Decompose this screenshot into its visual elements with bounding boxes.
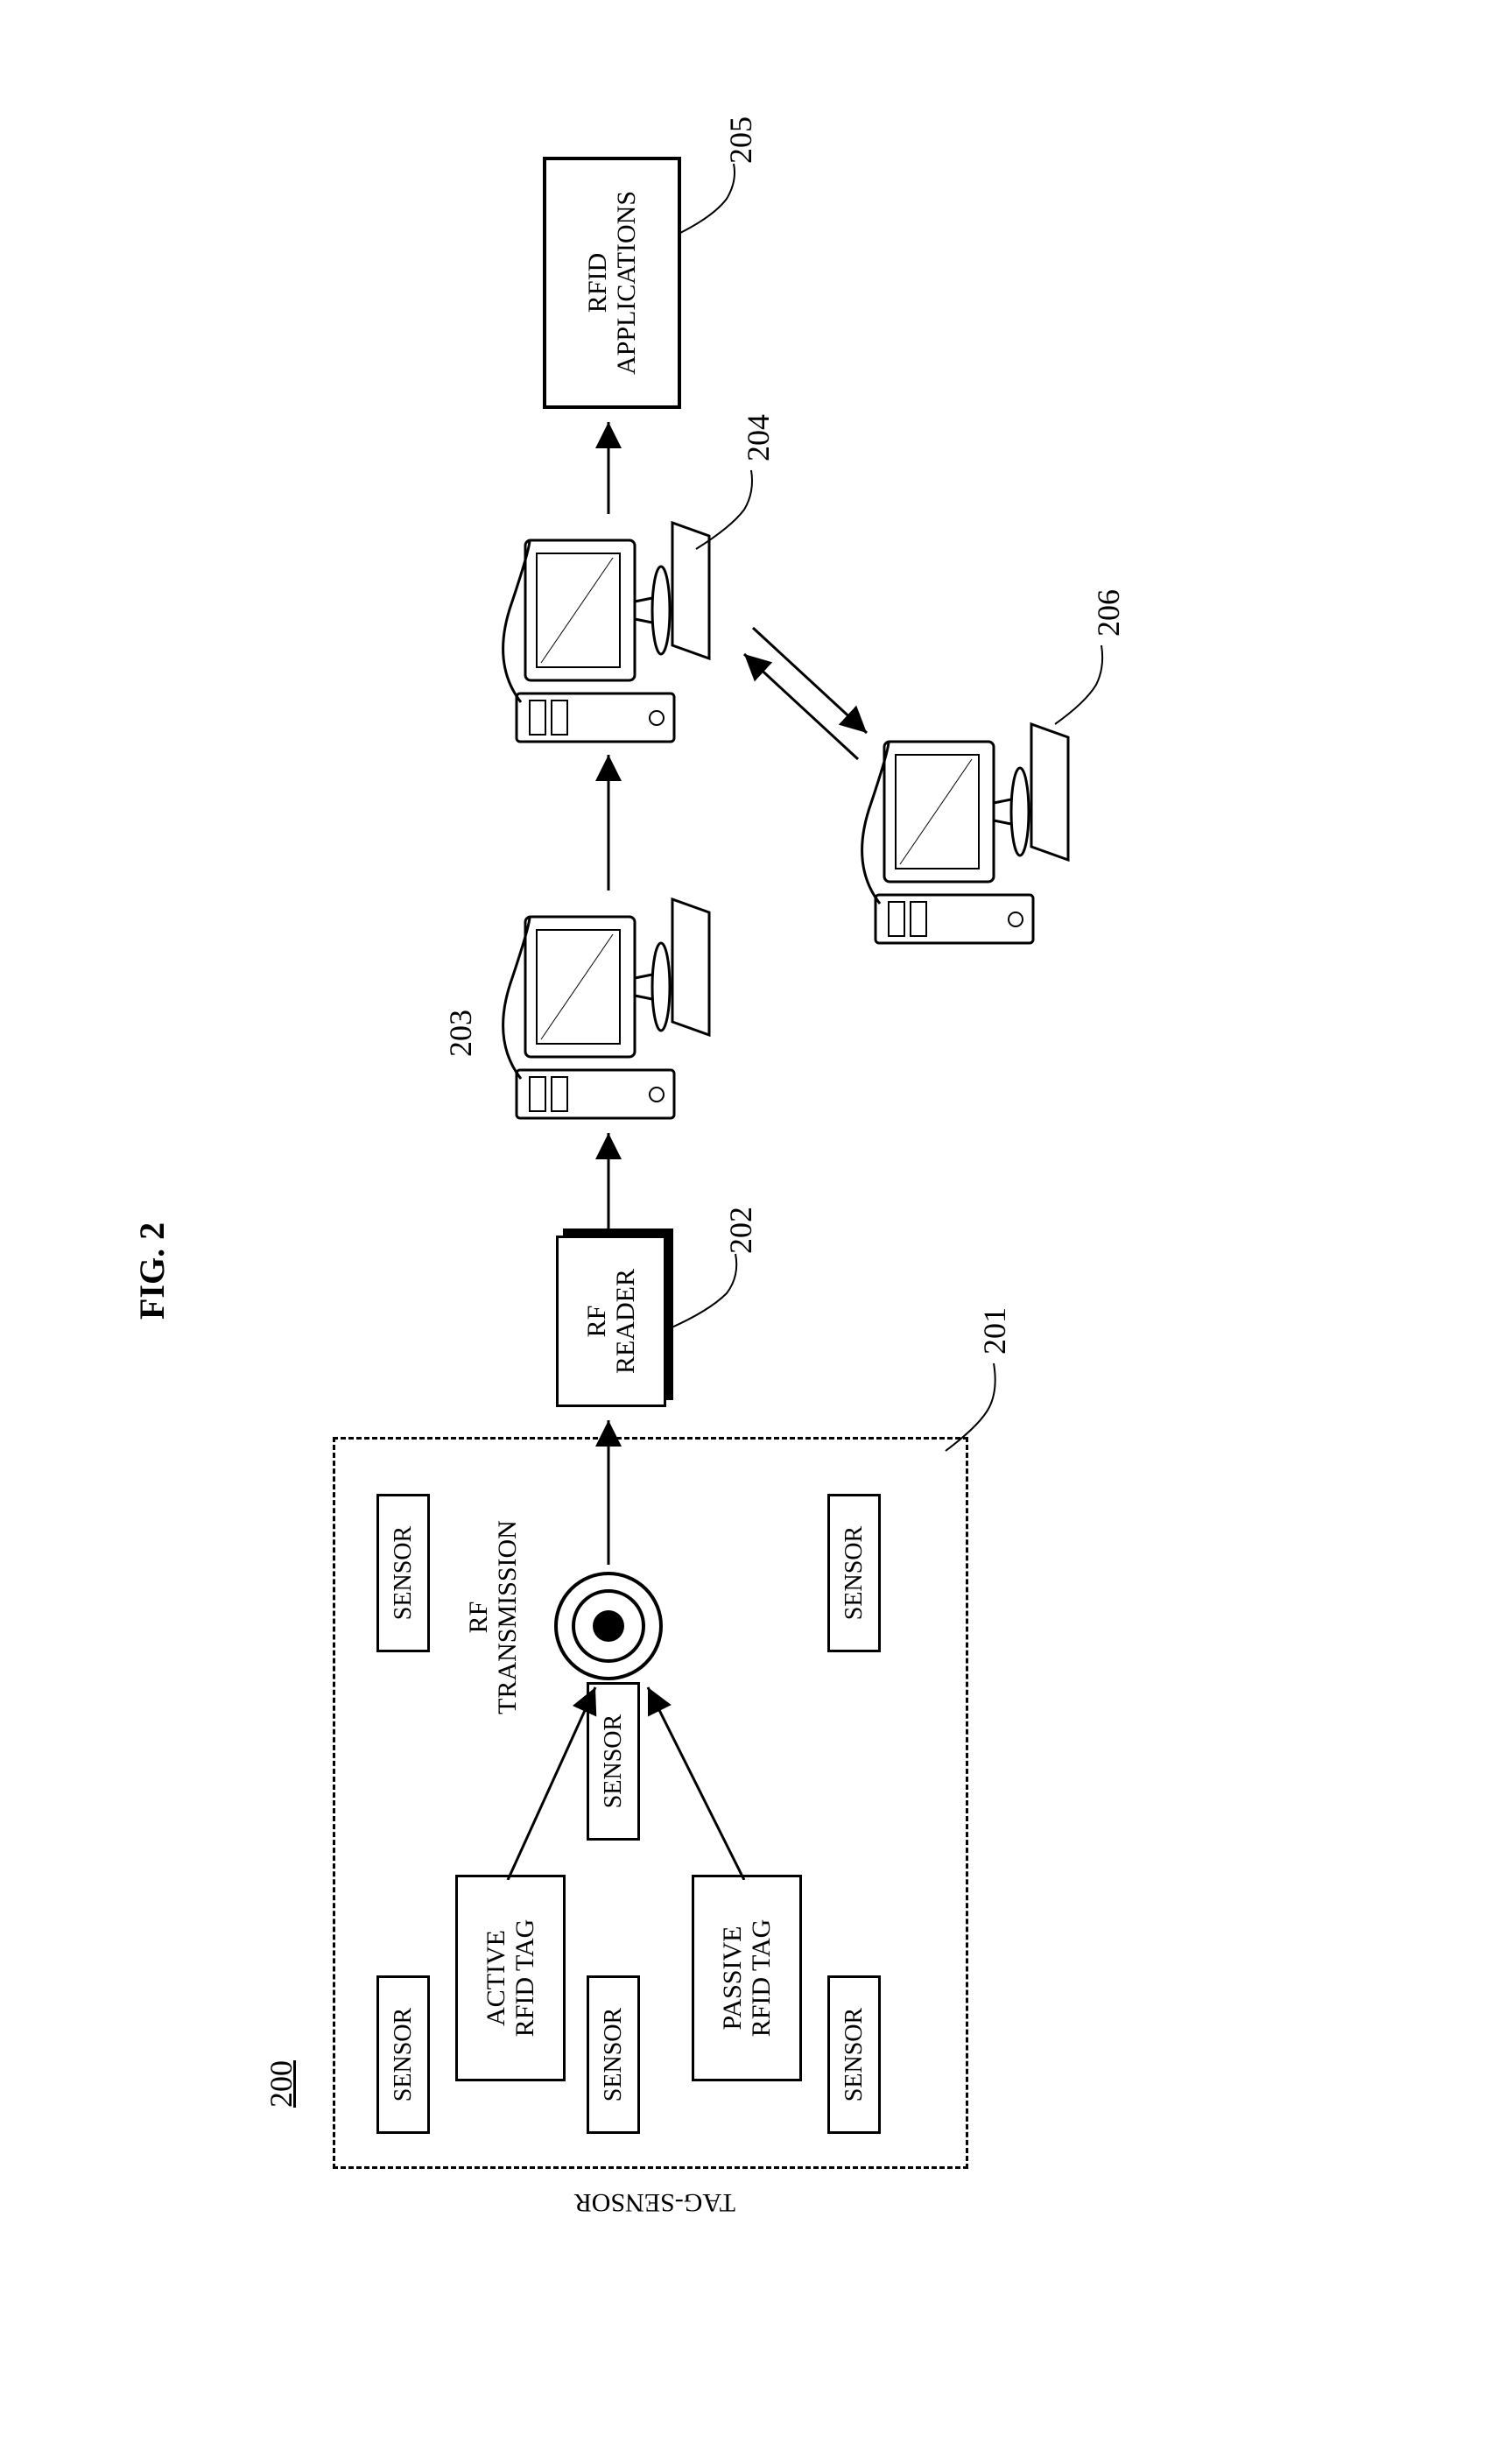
rfid-applications-box: RFID APPLICATIONS xyxy=(543,157,681,409)
passive-rfid-tag-box: PASSIVE RFID TAG xyxy=(692,1875,802,2081)
active-rfid-tag-box: ACTIVE RFID TAG xyxy=(455,1875,566,2081)
sensor-box-top-left: SENSOR xyxy=(376,1975,430,2134)
arrow-reader-to-pc1 xyxy=(595,1120,622,1234)
figure-stage: FIG. 2 200 TAG-SENSOR SENSOR ACTIVE RFID… xyxy=(0,0,1498,2464)
rf-reader-box: RF READER xyxy=(556,1236,666,1407)
rf-antenna-icon xyxy=(547,1565,670,1687)
arrow-passive-to-rf xyxy=(639,1670,753,1880)
leader-206 xyxy=(1051,637,1121,733)
ref-200: 200 xyxy=(263,2060,299,2108)
ref-205: 205 xyxy=(722,116,759,164)
ref-202: 202 xyxy=(722,1207,759,1254)
computer-203-icon xyxy=(482,882,727,1127)
arrow-active-to-rf xyxy=(499,1670,613,1880)
ref-204: 204 xyxy=(740,414,777,461)
arrow-pc1-to-pc2 xyxy=(595,742,622,891)
sensor-box-bottom-left: SENSOR xyxy=(587,1975,640,2134)
leader-204 xyxy=(692,461,770,558)
tag-sensor-label: TAG-SENSOR xyxy=(574,2187,735,2217)
leader-205 xyxy=(674,155,753,243)
arrow-rf-to-reader xyxy=(595,1407,622,1565)
leader-202 xyxy=(665,1250,753,1337)
figure-title: FIG. 2 xyxy=(131,1222,172,1320)
ref-206: 206 xyxy=(1090,589,1127,637)
leader-201 xyxy=(937,1355,1016,1460)
ref-203: 203 xyxy=(442,1010,479,1057)
sensor-box-under-passive-left: SENSOR xyxy=(827,1975,881,2134)
ref-201: 201 xyxy=(976,1307,1013,1355)
sensor-box-top-right: SENSOR xyxy=(376,1494,430,1652)
computer-204-icon xyxy=(482,505,727,750)
arrow-pc2-to-apps xyxy=(595,409,622,514)
sensor-box-bottom-right: SENSOR xyxy=(827,1494,881,1652)
arrow-pc2-pc3-bidirectional xyxy=(727,602,884,794)
rotated-content: FIG. 2 200 TAG-SENSOR SENSOR ACTIVE RFID… xyxy=(131,181,1182,2283)
